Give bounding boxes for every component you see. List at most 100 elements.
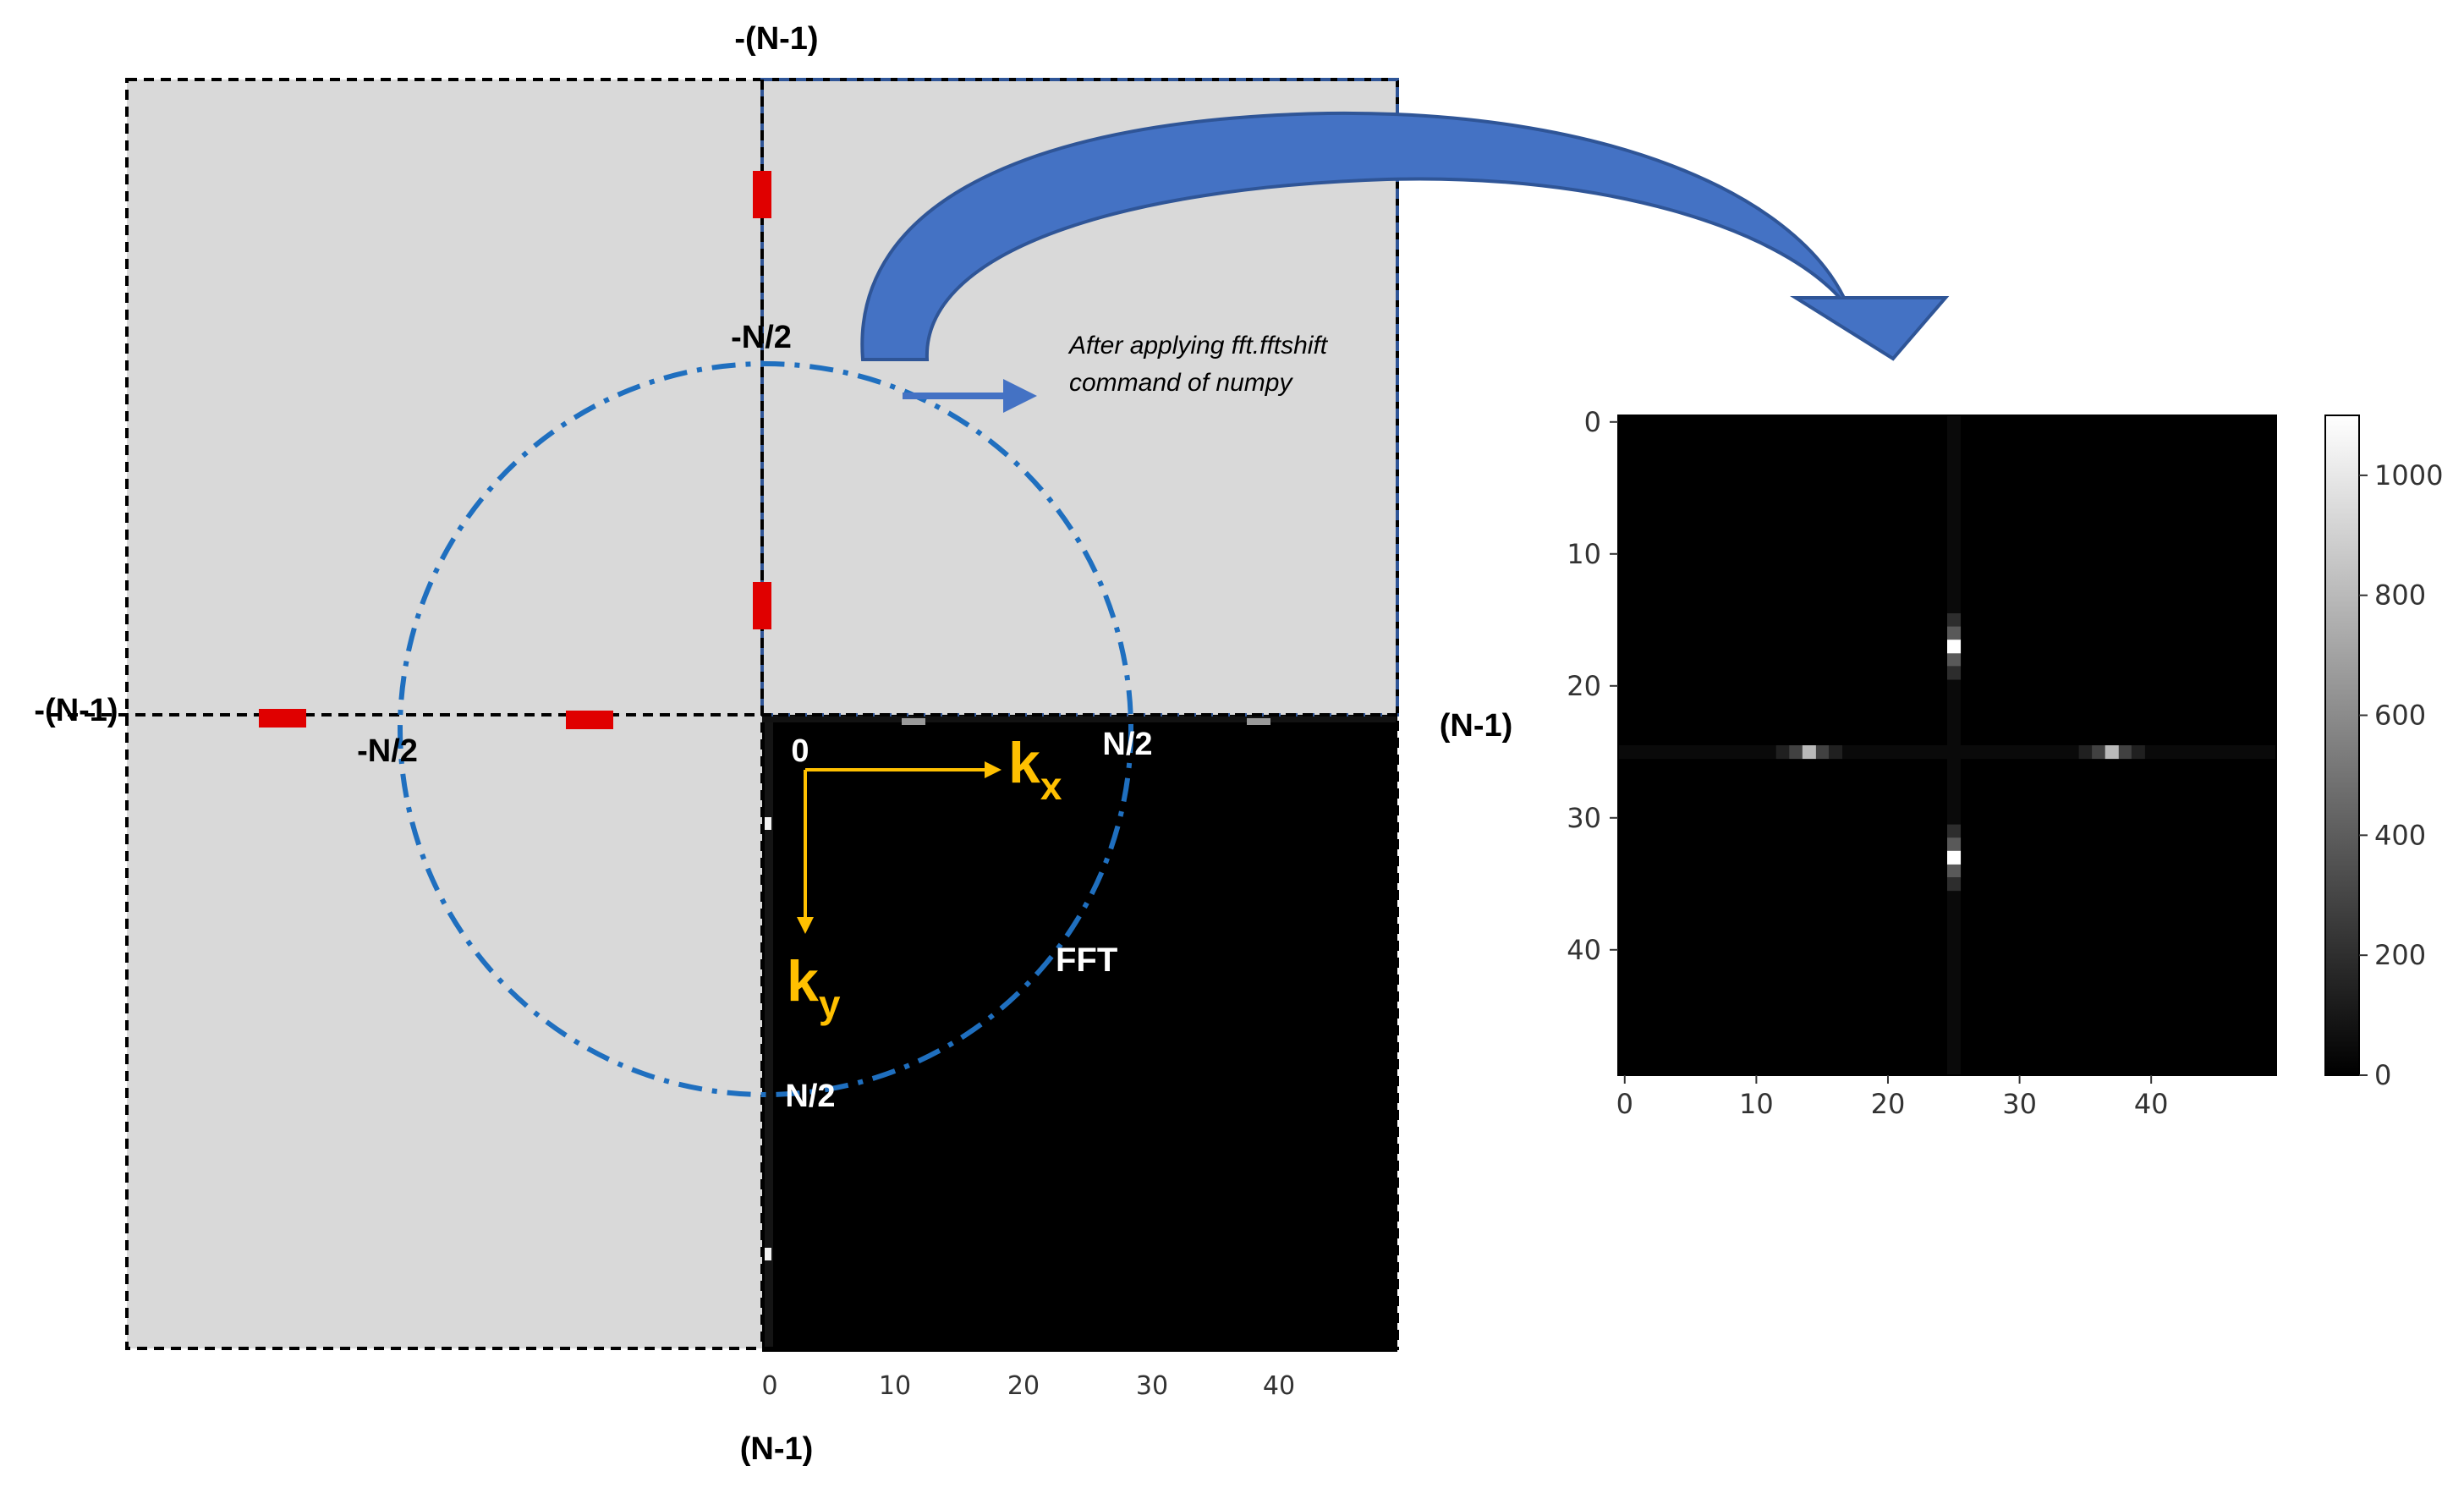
left-x-tick: 10 — [879, 1371, 911, 1401]
heatmap-cross-cell — [1947, 982, 1962, 997]
heatmap-cross-cell — [2170, 745, 2185, 760]
heatmap-cross-cell — [1683, 745, 1698, 760]
heatmap-cross-cell — [2249, 745, 2264, 760]
red-marker-left-1 — [259, 709, 306, 728]
heatmap-cross-cell — [1947, 415, 1962, 430]
heatmap-cross-cell — [1947, 454, 1962, 469]
heatmap-peak-tail — [1789, 745, 1803, 760]
heatmap-cross-cell — [1947, 732, 1962, 746]
ky-label: ky — [787, 949, 841, 1026]
top-boundary-label: -(N-1) — [734, 21, 818, 57]
heatmap-cross-cell — [1894, 745, 1908, 760]
colorbar-tick-label: 1000 — [2374, 459, 2443, 491]
heatmap-cross-cell — [1723, 745, 1737, 760]
y-tick-label: 40 — [1567, 934, 1601, 966]
heatmap-cross-cell — [1841, 745, 1856, 760]
right-boundary-label: (N-1) — [1440, 708, 1513, 744]
shifted-region-border — [760, 78, 1399, 717]
left-x-tick: 20 — [1007, 1371, 1040, 1401]
heatmap-cross-cell — [1947, 996, 1962, 1010]
heatmap-cross-cell — [1947, 600, 1962, 614]
heatmap-cross-cell — [2184, 745, 2198, 760]
left-x-tick: 30 — [1136, 1371, 1168, 1401]
heatmap-cross-cell — [1947, 718, 1962, 733]
heatmap-peak — [1947, 850, 1962, 865]
heatmap-cross-cell — [1986, 745, 2000, 760]
heatmap-peak-tail — [2131, 745, 2145, 760]
heatmap-cross-cell — [1947, 1062, 1962, 1076]
quadrant-top-left — [127, 80, 762, 715]
half-bottom-label: N/2 — [785, 1079, 835, 1114]
heatmap-peak-tail — [2118, 745, 2132, 760]
heatmap-peak-tail — [1947, 626, 1962, 640]
colorbar-tick-label: 400 — [2374, 819, 2426, 851]
colorbar-tick-label: 600 — [2374, 700, 2426, 732]
heatmap-cross-cell — [1737, 745, 1751, 760]
origin-label: 0 — [791, 733, 809, 769]
fftshift-note-line2: command of numpy — [1069, 369, 1293, 397]
heatmap-cross-cell — [1947, 428, 1962, 442]
heatmap-cross-cell — [1920, 745, 1934, 760]
heatmap-cross-cell — [2223, 745, 2237, 760]
heatmap-cross-cell — [2144, 745, 2159, 760]
heatmap-cross-cell — [1697, 745, 1711, 760]
heatmap-peak-tail — [1775, 745, 1790, 760]
heatmap-cross-cell — [1657, 745, 1671, 760]
heatmap-peak — [1802, 745, 1816, 760]
heatmap-cross-cell — [2066, 745, 2080, 760]
neg-half-left-label: -N/2 — [357, 733, 418, 769]
heatmap-cross-cell — [1868, 745, 1882, 760]
y-tick-label: 20 — [1567, 670, 1601, 702]
heatmap-cross-cell — [1881, 745, 1896, 760]
heatmap-cross-cell — [1947, 560, 1962, 574]
colorbar-gradient — [2324, 415, 2360, 1076]
heatmap-cross-cell — [1947, 798, 1962, 812]
heatmap-cross-cell — [2012, 745, 2027, 760]
heatmap-cross-cell — [1947, 956, 1962, 970]
heatmap-cross-cell — [1947, 745, 1962, 760]
heatmap-cross-cell — [1947, 1035, 1962, 1050]
heatmap-x-axis: 0 10 20 30 40 — [1616, 1075, 2169, 1120]
heatmap-peak-tail — [1828, 745, 1843, 760]
heatmap-cross-cell — [1947, 1048, 1962, 1062]
heatmap-peak-tail — [1947, 666, 1962, 680]
x-tick-label: 10 — [1739, 1088, 1774, 1120]
heatmap-cross-cell — [2210, 745, 2225, 760]
heatmap-cross-cell — [2039, 745, 2053, 760]
heatmap-cross-cell — [1947, 706, 1962, 720]
red-marker-left-2 — [566, 711, 613, 729]
heatmap-cross-cell — [1947, 784, 1962, 799]
heatmap-cross-cell — [1947, 930, 1962, 944]
heatmap-cross-cell — [1947, 520, 1962, 535]
colorbar-tick-label: 0 — [2374, 1059, 2391, 1091]
radius-circle — [398, 361, 1133, 1097]
colorbar-ticks: 0 200 400 600 800 1000 — [2359, 459, 2443, 1091]
heatmap-cross-cell — [1947, 811, 1962, 826]
left-x-axis: 0 10 20 30 40 — [761, 1371, 1295, 1401]
left-x-tick: 0 — [761, 1371, 777, 1401]
fft-peak-left-top — [765, 817, 771, 830]
heatmap-cross-cell — [1618, 745, 1633, 760]
heatmap-cross-cell — [1947, 916, 1962, 931]
heatmap-cross-cell — [1644, 745, 1659, 760]
heatmap-cross-cell — [1947, 758, 1962, 772]
heatmap-cross-cell — [1947, 1022, 1962, 1036]
heatmap-cross-cell — [1947, 574, 1962, 588]
heatmap-peak-tail — [1947, 824, 1962, 838]
heatmap-cells — [1618, 415, 2277, 1076]
fft-peak-left-bottom — [765, 1248, 771, 1260]
fft-edge-column — [765, 715, 773, 1349]
heatmap-cross-cell — [1947, 969, 1962, 984]
heatmap-cross-cell — [1973, 745, 1988, 760]
heatmap-cross-cell — [1947, 534, 1962, 548]
heatmap-cross-cell — [1947, 692, 1962, 706]
heatmap-cross-cell — [1934, 745, 1948, 760]
heatmap-peak-tail — [1947, 877, 1962, 892]
heatmap-frame — [1617, 415, 2277, 1076]
heatmap-cross-cell — [1947, 771, 1962, 786]
heatmap-cross-cell — [1709, 745, 1724, 760]
heatmap-cross-cell — [2197, 745, 2211, 760]
heatmap-cross-cell — [1947, 1009, 1962, 1024]
heatmap-cross-cell — [1947, 494, 1962, 508]
colorbar-tick-label: 800 — [2374, 579, 2426, 612]
